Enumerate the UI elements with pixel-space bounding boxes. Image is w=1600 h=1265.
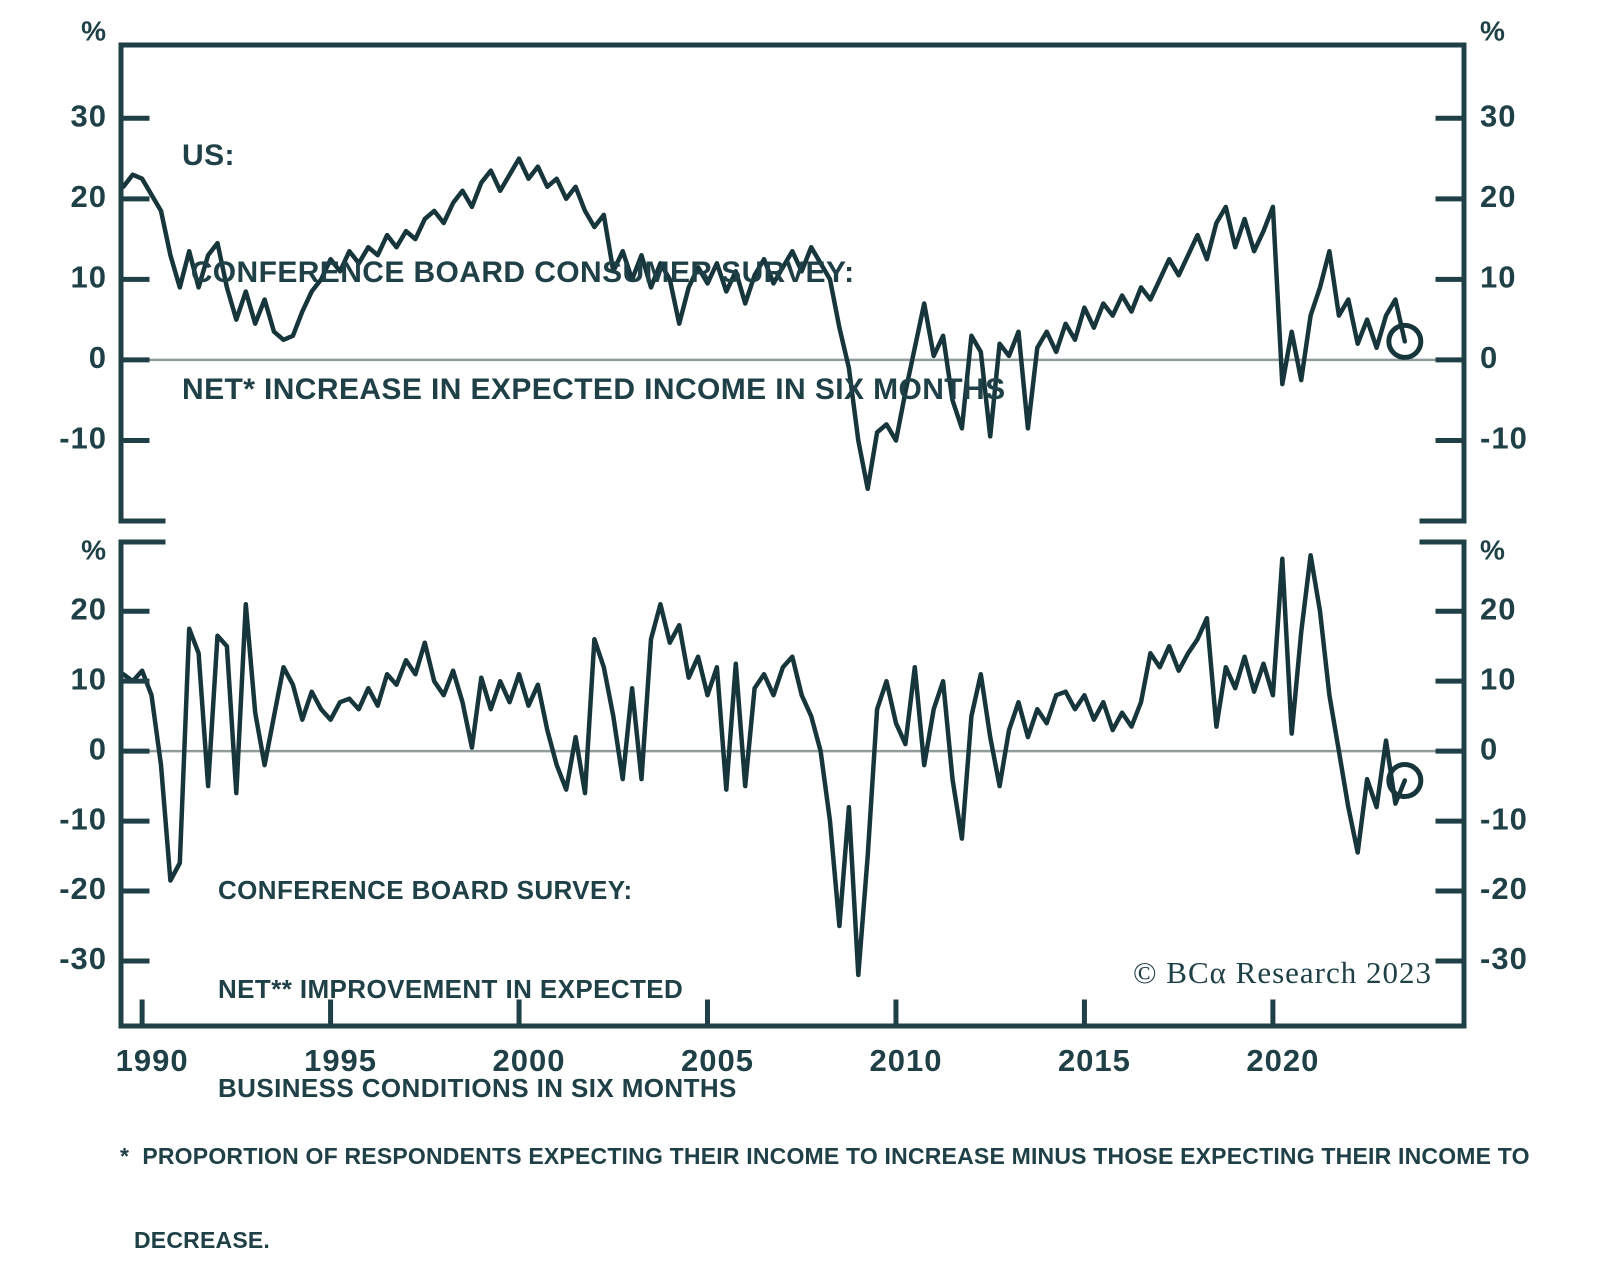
bottom-y-tick-label-right: -30 [1480,941,1528,976]
bottom-title-line-3: BUSINESS CONDITIONS IN SIX MONTHS [218,1073,737,1103]
top-y-tick-label-left: -10 [59,421,107,456]
top-unit-label-left: % [81,15,107,46]
x-tick-label-1995: 1995 [304,1043,377,1078]
top-latest-point-marker [1386,322,1424,360]
top-y-tick-label-right: 0 [1480,340,1498,375]
footnote-income-definition: * PROPORTION OF RESPONDENTS EXPECTING TH… [120,1143,1530,1169]
top-y-tick-label-right: 30 [1480,98,1516,133]
bottom-series-line [121,553,1408,978]
top-title-line-3: NET* INCREASE IN EXPECTED INCOME IN SIX … [182,373,1006,406]
bottom-y-tick-label-right: -20 [1480,871,1528,906]
bottom-y-tick-label-left: 0 [89,731,107,766]
bottom-y-tick-label-right: 10 [1480,661,1516,696]
copyright-watermark: © BCα Research 2023 [1133,955,1432,990]
bottom-chart-title: CONFERENCE BOARD SURVEY: NET** IMPROVEME… [218,808,737,1171]
top-unit-label-right: % [1480,15,1506,46]
top-y-tick-label-left: 10 [71,260,107,295]
x-tick-label-1990: 1990 [116,1043,189,1078]
top-y-tick-label-right: 10 [1480,260,1516,295]
footnotes-block: * PROPORTION OF RESPONDENTS EXPECTING TH… [120,1086,1533,1265]
bottom-title-line-2: NET** IMPROVEMENT IN EXPECTED [218,974,684,1004]
top-y-tick-label-left: 20 [71,179,107,214]
bottom-y-tick-label-left: -30 [59,941,107,976]
x-tick-label-2020: 2020 [1246,1043,1319,1078]
bottom-y-tick-label-right: 20 [1480,591,1516,626]
top-series-line [121,156,1408,492]
bottom-unit-label-left: % [81,534,107,565]
bottom-y-tick-label-left: 10 [71,661,107,696]
top-y-tick-label-left: 30 [71,98,107,133]
top-y-tick-label-right: -10 [1480,421,1528,456]
bottom-title-line-1: CONFERENCE BOARD SURVEY: [218,875,633,905]
bottom-unit-label-right: % [1480,534,1506,565]
top-chart-title: US: CONFERENCE BOARD CONSUMER SURVEY: NE… [182,58,1006,487]
bottom-y-tick-label-left: -10 [59,801,107,836]
bottom-y-tick-label-left: -20 [59,871,107,906]
bottom-y-tick-label-right: -10 [1480,801,1528,836]
bottom-y-tick-label-right: 0 [1480,731,1498,766]
x-tick-label-2015: 2015 [1058,1043,1131,1078]
top-y-tick-label-left: 0 [89,340,107,375]
x-tick-label-2000: 2000 [493,1043,566,1078]
x-tick-label-2005: 2005 [681,1043,754,1078]
footnote-income-definition-cont: DECREASE. [134,1227,270,1253]
top-title-line-1: US: [182,139,235,172]
top-y-tick-label-right: 20 [1480,179,1516,214]
top-title-line-2: CONFERENCE BOARD CONSUMER SURVEY: [182,256,855,289]
x-tick-label-2010: 2010 [869,1043,942,1078]
bottom-latest-point-marker [1386,762,1424,800]
bottom-y-tick-label-left: 20 [71,591,107,626]
